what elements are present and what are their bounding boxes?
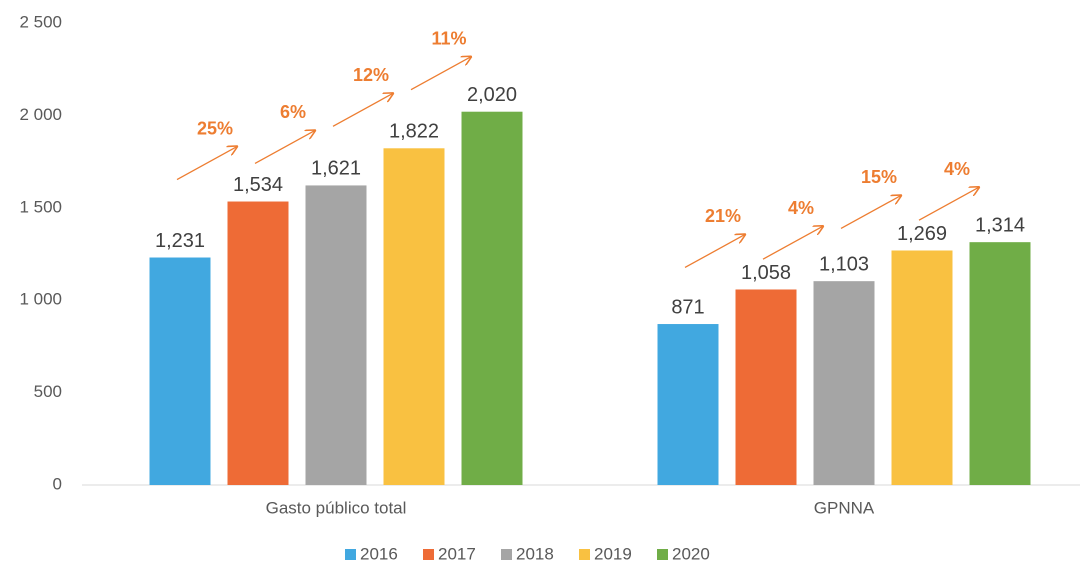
bar (891, 250, 953, 485)
value-label: 2,020 (467, 84, 517, 106)
legend-swatch (579, 549, 590, 560)
bar (461, 111, 523, 485)
growth-arrow (762, 226, 823, 260)
value-label: 1,822 (389, 121, 439, 143)
bar (149, 257, 211, 485)
bar (657, 324, 719, 485)
legend-label: 2018 (516, 544, 554, 563)
legend-swatch (345, 549, 356, 560)
value-label: 1,058 (741, 262, 791, 284)
x-tick-label: Gasto público total (266, 498, 407, 517)
growth-label: 4% (944, 159, 970, 179)
bar (305, 185, 367, 485)
y-tick-label: 2 000 (19, 105, 62, 124)
value-label: 1,534 (233, 174, 283, 196)
growth-arrow (410, 57, 471, 91)
value-label: 1,314 (975, 214, 1025, 236)
growth-label: 11% (431, 28, 466, 48)
value-label: 1,103 (819, 253, 869, 275)
growth-label: 12% (353, 65, 389, 85)
legend-swatch (423, 549, 434, 560)
bar (813, 281, 875, 485)
value-label: 1,269 (897, 223, 947, 245)
x-tick-label: GPNNA (814, 498, 875, 517)
growth-arrow (332, 93, 393, 127)
y-tick-label: 2 500 (19, 12, 62, 31)
value-label: 871 (671, 296, 704, 318)
growth-arrow (176, 147, 237, 181)
growth-label: 4% (788, 198, 814, 218)
legend-label: 2020 (672, 544, 710, 563)
growth-arrow (918, 187, 979, 221)
bar (383, 148, 445, 485)
legend-label: 2017 (438, 544, 476, 563)
legend-label: 2019 (594, 544, 632, 563)
y-tick-label: 0 (53, 474, 62, 493)
y-tick-label: 500 (34, 382, 62, 401)
bar (969, 242, 1031, 485)
legend-swatch (501, 549, 512, 560)
growth-label: 21% (705, 206, 741, 226)
legend-swatch (657, 549, 668, 560)
growth-arrow (840, 195, 901, 230)
legend-label: 2016 (360, 544, 398, 563)
value-label: 1,231 (155, 230, 205, 252)
growth-label: 25% (197, 118, 233, 138)
growth-arrow (684, 234, 745, 269)
y-tick-label: 1 000 (19, 290, 62, 309)
growth-label: 15% (861, 167, 897, 187)
bar (227, 201, 289, 486)
bar (735, 289, 797, 485)
value-label: 1,621 (311, 158, 361, 180)
growth-arrow (254, 130, 315, 165)
growth-label: 6% (280, 102, 306, 122)
y-tick-label: 1 500 (19, 197, 62, 216)
